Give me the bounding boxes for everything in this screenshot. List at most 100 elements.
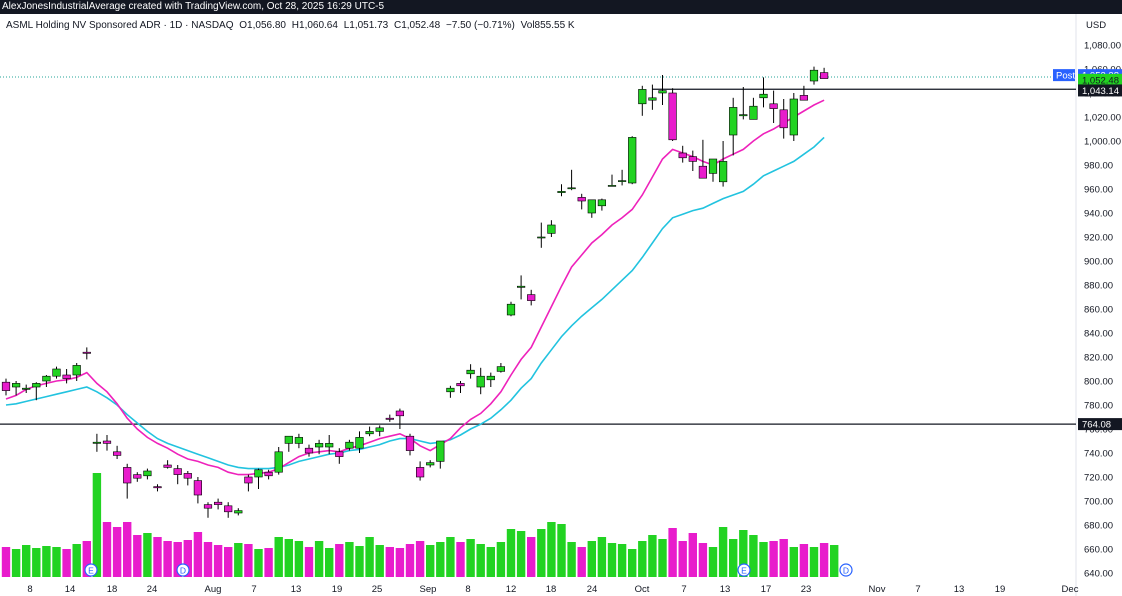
y-tick-label: 1,000.00 <box>1084 137 1121 148</box>
candle-body <box>345 441 354 449</box>
volume-bar <box>11 549 21 577</box>
candle-body <box>143 470 152 477</box>
candle-body <box>486 375 495 381</box>
volume-bar <box>496 542 506 577</box>
candle-body <box>638 89 647 105</box>
candle-body <box>819 72 829 79</box>
candle-body <box>415 467 425 478</box>
candle-body <box>597 199 606 207</box>
volume-bar <box>638 541 647 577</box>
candle-body <box>496 366 506 372</box>
y-tick-label: 640.00 <box>1084 569 1113 580</box>
price-chart[interactable]: 1,080.001,060.001,040.001,020.001,000.00… <box>0 14 1122 596</box>
x-tick-label: Sep <box>420 584 437 595</box>
volume-bar <box>294 541 304 577</box>
candle-body <box>779 109 788 129</box>
candle-body <box>587 199 596 214</box>
candle-body <box>466 369 475 375</box>
x-tick-label: Dec <box>1062 584 1079 595</box>
candle-body <box>537 236 546 239</box>
volume-value: Vol855.55 K <box>520 20 575 31</box>
candle-body <box>718 161 728 183</box>
candle-body <box>173 468 182 475</box>
candle-body <box>456 383 465 387</box>
volume-bar <box>355 546 364 577</box>
volume-bar <box>617 544 627 577</box>
volume-bar <box>466 539 475 577</box>
candle-body <box>375 427 384 432</box>
y-tick-label: 960.00 <box>1084 185 1113 196</box>
volume-bar <box>819 543 829 577</box>
y-tick-label: 700.00 <box>1084 497 1113 508</box>
dividend-marker-circle <box>176 563 190 577</box>
candle-body <box>577 197 586 202</box>
dividend-marker: D <box>180 566 186 576</box>
candle-body <box>395 410 405 417</box>
earnings-marker-circle <box>84 563 98 577</box>
support-level-label-bg <box>1078 418 1122 431</box>
candle-body <box>12 383 21 388</box>
volume-bar <box>779 539 788 577</box>
volume-bar <box>375 545 384 577</box>
x-tick-label: 7 <box>681 584 686 595</box>
y-tick-label: 740.00 <box>1084 449 1113 460</box>
volume-bar <box>284 539 293 577</box>
volume-bar <box>809 547 819 577</box>
x-tick-label: 17 <box>761 584 772 595</box>
volume-bar <box>567 542 576 577</box>
volume-bar <box>405 544 415 577</box>
x-tick-label: 18 <box>546 584 557 595</box>
candle-body <box>769 103 778 109</box>
candle-body <box>284 435 293 444</box>
open-value: O1,056.80 <box>239 20 286 31</box>
volume-bar <box>92 473 102 577</box>
candle-body <box>688 156 697 162</box>
volume-bar <box>769 541 778 577</box>
volume-bar <box>607 543 617 577</box>
x-tick-label: 8 <box>27 584 32 595</box>
volume-bar <box>325 548 334 577</box>
y-tick-label: 980.00 <box>1084 161 1113 172</box>
candle-body <box>123 467 132 484</box>
volume-bar <box>304 547 314 577</box>
volume-bar <box>203 542 213 577</box>
close-value: C1,052.48 <box>394 20 441 31</box>
candle-body <box>294 437 304 444</box>
candle-body <box>385 417 394 420</box>
candle-body <box>446 387 455 393</box>
x-tick-label: 18 <box>107 584 118 595</box>
candle-body <box>405 435 415 451</box>
candle-body <box>335 451 344 457</box>
volume-bar <box>264 548 273 577</box>
candle-body <box>355 437 364 449</box>
y-tick-label: 820.00 <box>1084 353 1113 364</box>
volume-bar <box>648 535 657 577</box>
x-tick-label: 24 <box>147 584 158 595</box>
volume-bar <box>32 548 41 577</box>
volume-bar <box>143 533 152 577</box>
volume-bar <box>52 547 61 577</box>
volume-bar <box>112 527 122 577</box>
volume-bar <box>749 535 758 577</box>
volume-bar <box>72 544 81 577</box>
volume-bar <box>133 535 142 577</box>
candle-body <box>234 510 243 514</box>
candle-body <box>52 368 61 377</box>
y-tick-label: 680.00 <box>1084 521 1113 532</box>
y-tick-label: 920.00 <box>1084 233 1113 244</box>
x-tick-label: 8 <box>465 584 470 595</box>
y-tick-label: 900.00 <box>1084 257 1113 268</box>
volume-bar <box>678 541 687 577</box>
volume-bar <box>415 541 425 577</box>
volume-bar <box>173 542 182 577</box>
volume-bar <box>476 544 485 577</box>
post-tag-bg <box>1053 69 1075 82</box>
volume-bar <box>365 537 374 577</box>
high-value: H1,060.64 <box>291 20 338 31</box>
volume-bar <box>688 533 697 577</box>
volume-bar <box>739 530 748 577</box>
candle-body <box>516 285 526 288</box>
candle-body <box>254 469 263 478</box>
y-tick-label: 1,080.00 <box>1084 41 1121 52</box>
volume-bar <box>718 527 728 577</box>
